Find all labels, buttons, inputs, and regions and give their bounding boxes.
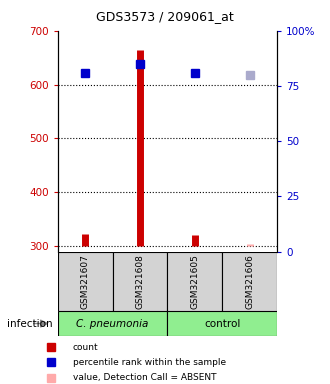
- Bar: [58, 311, 168, 336]
- Bar: [58, 252, 113, 311]
- Text: GSM321608: GSM321608: [136, 254, 145, 309]
- Bar: [168, 252, 222, 311]
- Text: count: count: [73, 343, 98, 352]
- Text: infection: infection: [7, 318, 52, 329]
- Text: value, Detection Call = ABSENT: value, Detection Call = ABSENT: [73, 373, 216, 382]
- Text: GSM321606: GSM321606: [245, 254, 254, 309]
- Text: GSM321607: GSM321607: [81, 254, 90, 309]
- Text: C. pneumonia: C. pneumonia: [77, 318, 149, 329]
- Text: GSM321605: GSM321605: [190, 254, 199, 309]
- Bar: [113, 252, 168, 311]
- Bar: [168, 311, 277, 336]
- Bar: [222, 252, 277, 311]
- Text: GDS3573 / 209061_at: GDS3573 / 209061_at: [96, 10, 234, 23]
- Text: control: control: [204, 318, 241, 329]
- Text: percentile rank within the sample: percentile rank within the sample: [73, 358, 226, 367]
